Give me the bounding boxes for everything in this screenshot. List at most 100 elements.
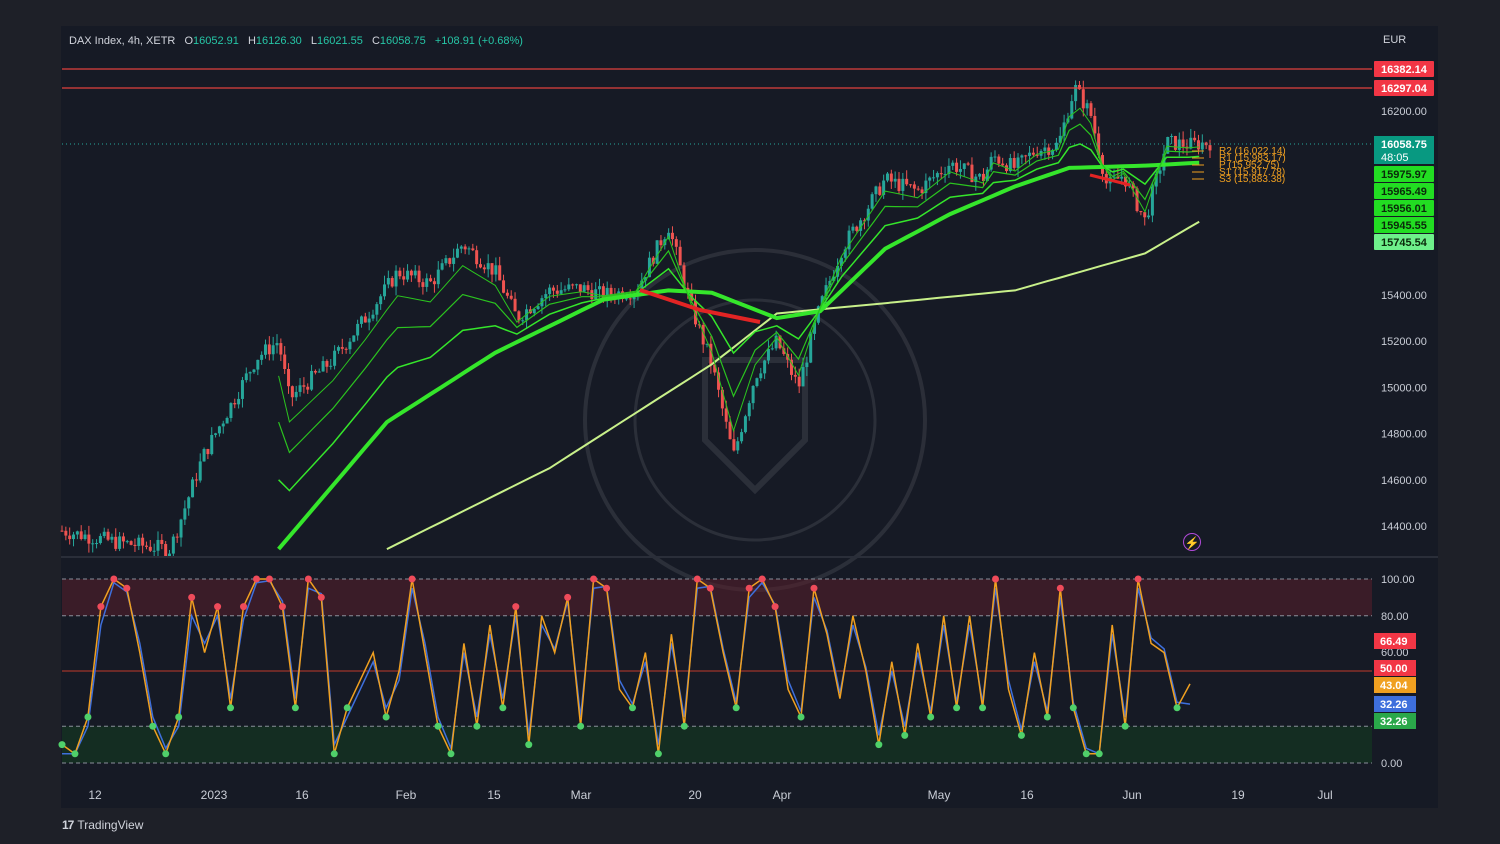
close-value: 16058.75 — [379, 35, 426, 47]
candle-body — [1016, 157, 1020, 168]
candle-body — [836, 265, 840, 277]
candle-body — [717, 372, 721, 390]
pivot-labels: R2 (16,022.14)R1 (15,983.17)P (15,952.75… — [1192, 146, 1286, 185]
candle-body — [260, 354, 264, 360]
overbought-dot — [745, 584, 753, 592]
candle-body — [325, 361, 329, 367]
tradingview-brand[interactable]: 17 TradingView — [62, 818, 143, 832]
candle-body — [740, 432, 744, 442]
overbought-dot — [758, 575, 766, 583]
candle-body — [885, 173, 889, 181]
candle-body — [674, 239, 678, 247]
candle-body — [271, 345, 275, 355]
tradingview-logo-icon: 17 — [62, 818, 74, 832]
candle-body — [839, 257, 843, 266]
osc-value-text: 43.04 — [1380, 680, 1408, 692]
candle-body — [463, 246, 467, 250]
price-tag — [1374, 234, 1434, 250]
osc-value-tag — [1374, 660, 1416, 676]
candle-body — [64, 530, 68, 536]
price-tag-text: 15975.97 — [1381, 169, 1427, 181]
ema-ribbon-line — [278, 123, 1200, 454]
watermark-logo — [583, 248, 927, 592]
candle-body — [413, 270, 417, 276]
change-value: +108.91 (+0.68%) — [434, 35, 523, 47]
overbought-dot — [512, 603, 520, 611]
candle-body — [966, 163, 970, 165]
candle-body — [832, 276, 836, 281]
candle-body — [436, 269, 440, 285]
candle-body — [240, 380, 244, 399]
overbought-dot — [265, 575, 273, 583]
x-tick-label: Jul — [1317, 788, 1332, 802]
candle-body — [709, 343, 713, 365]
candle-body — [1173, 136, 1177, 150]
open-label: O — [184, 35, 194, 47]
candle-body — [194, 479, 198, 481]
candle-body — [202, 449, 206, 462]
price-tag-text: 16382.14 — [1381, 64, 1428, 76]
candle-body — [1131, 183, 1135, 189]
x-tick-label: Mar — [571, 788, 592, 802]
candle-body — [847, 230, 851, 250]
osc-value-tag — [1374, 696, 1416, 712]
candle-body — [160, 539, 164, 545]
candle-body — [628, 298, 632, 300]
candle-body — [152, 550, 156, 552]
y-axis-main: 14400.00 14600.00 14800.00 15000.00 15200.00… — [1381, 106, 1427, 533]
candle-body — [1162, 153, 1166, 171]
candle-body — [471, 248, 475, 251]
candle-body — [544, 294, 548, 299]
candle-body — [759, 373, 763, 379]
candle-body — [751, 386, 755, 404]
candle-body — [989, 156, 993, 170]
candle-body — [624, 298, 628, 300]
price-tag — [1374, 80, 1434, 96]
price-tag — [1374, 217, 1434, 233]
candle-body — [79, 531, 83, 539]
y-tick-label: 16200.00 — [1381, 106, 1427, 118]
candle-body — [256, 359, 260, 370]
candle-body — [1058, 135, 1062, 143]
oversold-dot — [149, 722, 157, 730]
candle-body — [705, 343, 709, 345]
candle-body — [513, 298, 517, 312]
price-tag — [1374, 166, 1434, 182]
candle-body — [958, 168, 962, 172]
countdown-text: 48:05 — [1381, 152, 1409, 164]
pivot-label: R2 (16,022.14) — [1219, 146, 1286, 157]
candle-body — [1054, 142, 1058, 151]
overbought-dot — [110, 575, 118, 583]
candle-body — [1020, 155, 1024, 158]
candle-body — [244, 373, 248, 381]
candle-body — [175, 536, 179, 538]
candle-body — [102, 531, 106, 537]
candle-body — [701, 324, 705, 345]
overbought-dot — [97, 603, 105, 611]
candle-body — [567, 284, 571, 290]
oscillator-pane: 100.00 80.00 60.00 0.00 66.49 50.00 43.04 32.26… — [58, 574, 1416, 770]
candle-body — [340, 347, 344, 349]
x-tick-label: 2023 — [201, 788, 228, 802]
sma-200-line — [386, 220, 1200, 550]
x-tick-label: 15 — [487, 788, 501, 802]
candle-body — [1166, 137, 1170, 154]
overbought-dot — [992, 575, 1000, 583]
overbought-dot — [304, 575, 312, 583]
candle-body — [302, 385, 306, 387]
osc-value-text: 32.26 — [1380, 716, 1408, 728]
candle-body — [1062, 122, 1066, 136]
oversold-dot — [875, 741, 883, 749]
overbought-dot — [1134, 575, 1142, 583]
lightning-bolt-icon[interactable]: ⚡ — [1183, 533, 1201, 551]
candle-body — [344, 348, 348, 350]
candle-body — [1208, 145, 1212, 151]
candle-body — [383, 284, 387, 297]
price-tag-text: 16297.04 — [1381, 83, 1428, 95]
candle-body — [993, 156, 997, 158]
candle-body — [536, 306, 540, 310]
candle-body — [118, 536, 122, 549]
x-tick-label: 20 — [688, 788, 702, 802]
candle-body — [713, 364, 717, 373]
